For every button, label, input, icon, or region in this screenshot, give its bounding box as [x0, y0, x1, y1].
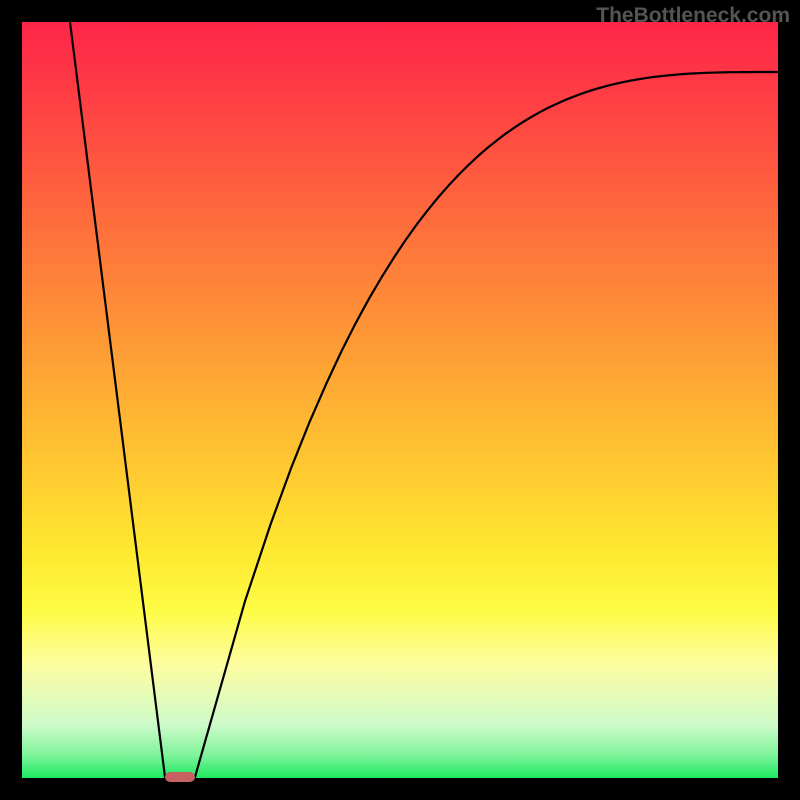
chart-background — [22, 22, 778, 778]
watermark-text: TheBottleneck.com — [596, 4, 790, 28]
valley-marker — [165, 772, 195, 782]
bottleneck-chart — [0, 0, 800, 800]
chart-container: TheBottleneck.com — [0, 0, 800, 800]
